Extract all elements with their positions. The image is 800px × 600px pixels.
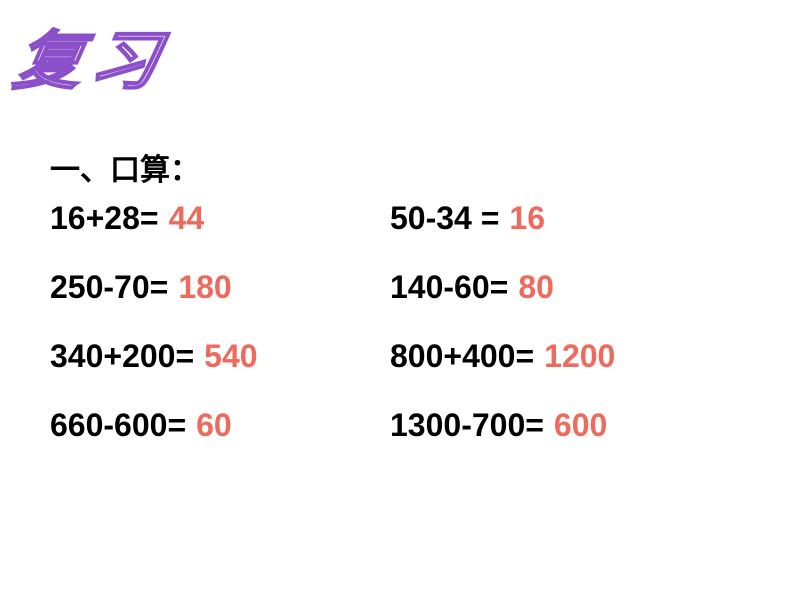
- problem-expression: 16+28=: [50, 200, 159, 237]
- problem-answer: 60: [196, 407, 232, 444]
- problem-expression: 140-60=: [390, 269, 508, 306]
- problem-answer: 180: [178, 269, 231, 306]
- problem-cell: 50-34 = 16: [390, 200, 750, 237]
- problem-expression: 340+200=: [50, 338, 194, 375]
- problem-cell: 660-600= 60: [50, 407, 390, 444]
- problem-cell: 16+28= 44: [50, 200, 390, 237]
- problem-answer: 1200: [544, 338, 615, 375]
- problems-container: 16+28= 44 50-34 = 16 250-70= 180 140-60=…: [50, 200, 750, 476]
- problem-expression: 660-600=: [50, 407, 186, 444]
- problem-row: 250-70= 180 140-60= 80: [50, 269, 750, 306]
- problem-cell: 250-70= 180: [50, 269, 390, 306]
- problem-row: 660-600= 60 1300-700= 600: [50, 407, 750, 444]
- problem-answer: 16: [509, 200, 545, 237]
- page-title: 复习: [8, 10, 175, 102]
- problem-row: 340+200= 540 800+400= 1200: [50, 338, 750, 375]
- problem-cell: 340+200= 540: [50, 338, 390, 375]
- problem-expression: 250-70=: [50, 269, 168, 306]
- problem-expression: 1300-700=: [390, 407, 544, 444]
- problem-cell: 140-60= 80: [390, 269, 750, 306]
- problem-answer: 44: [169, 200, 205, 237]
- problem-cell: 1300-700= 600: [390, 407, 750, 444]
- problem-row: 16+28= 44 50-34 = 16: [50, 200, 750, 237]
- problem-answer: 80: [518, 269, 554, 306]
- problem-expression: 800+400=: [390, 338, 534, 375]
- problem-expression: 50-34 =: [390, 200, 499, 237]
- problem-answer: 600: [554, 407, 607, 444]
- problem-cell: 800+400= 1200: [390, 338, 750, 375]
- section-header: 一、口算：: [50, 145, 200, 189]
- problem-answer: 540: [204, 338, 257, 375]
